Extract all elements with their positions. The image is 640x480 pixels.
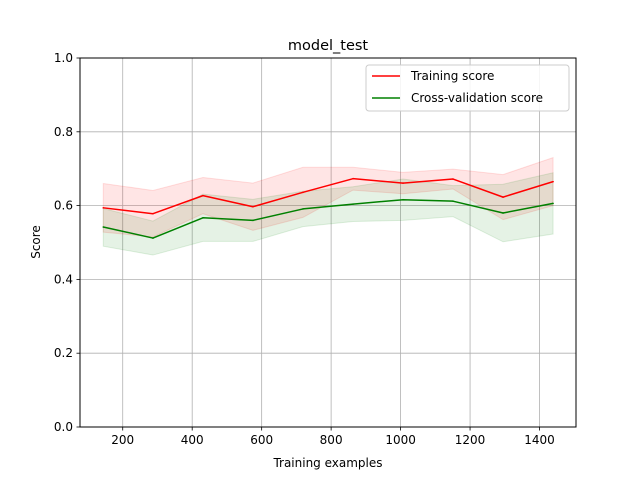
y-axis-label: Score [29, 225, 43, 259]
legend-box [365, 64, 570, 112]
series-1-point [102, 226, 105, 228]
series-0-point [302, 191, 304, 194]
series-0-point [502, 196, 504, 198]
series-0-point [202, 194, 204, 197]
series-1-point [152, 237, 154, 239]
series-line-1 [103, 198, 554, 239]
series-0-point [402, 182, 404, 184]
series-1-point [552, 202, 554, 205]
legend-label-cv: Cross-validation score [411, 91, 543, 105]
x-tick-label: 1000 [385, 433, 416, 447]
series-1-point [452, 200, 454, 202]
series-1-point [252, 219, 254, 222]
series-1-point [202, 216, 204, 219]
series-0-point [452, 178, 454, 180]
axis-ticks: 200 400 600 800 1000 1200 1400 0.0 0.2 0.4 0.6 0.8 1… [54, 51, 555, 447]
series-line-0 [103, 177, 554, 215]
x-axis-label: Training examples [272, 456, 382, 470]
x-tick-label: 600 [250, 433, 273, 447]
series-1-point [502, 212, 504, 214]
y-tick-label: 0.4 [54, 272, 73, 286]
series-0-point [552, 180, 554, 183]
x-tick-label: 200 [111, 433, 134, 447]
x-tick-label: 800 [320, 433, 343, 447]
series-0-point [352, 177, 354, 180]
confidence-band-1 [102, 172, 554, 256]
series-1-point [352, 203, 354, 205]
series-0-point [252, 205, 254, 208]
chart-title: model_test [288, 38, 369, 54]
series-0-point [102, 207, 105, 209]
series-0-point [152, 212, 154, 215]
series-1-point [402, 198, 404, 201]
legend-label-training: Training score [410, 69, 494, 83]
x-tick-label: 1400 [524, 433, 555, 447]
x-tick-label: 1200 [455, 433, 486, 447]
y-tick-label: 1.0 [54, 51, 73, 65]
y-tick-label: 0.2 [54, 346, 73, 360]
plot-frame [79, 57, 577, 428]
y-tick-label: 0.6 [54, 199, 73, 213]
series-lines [102, 177, 554, 239]
y-tick-label: 0.8 [54, 125, 73, 139]
x-tick-label: 400 [181, 433, 204, 447]
y-tick-label: 0.0 [54, 420, 73, 434]
series-1-point [302, 208, 304, 210]
legend: Training score Cross-validation score [365, 64, 570, 112]
